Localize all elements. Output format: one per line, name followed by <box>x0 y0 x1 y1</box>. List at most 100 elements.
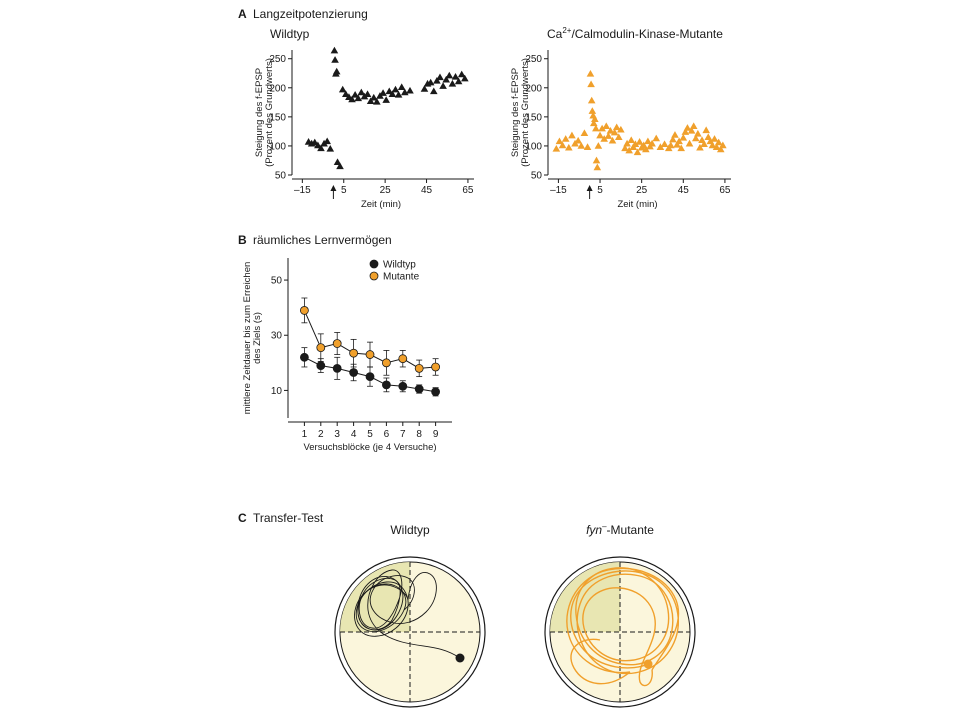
start-dot <box>643 659 653 669</box>
y-axis-label: Steigung des f-EPSP <box>510 68 521 157</box>
data-point <box>382 96 390 103</box>
panel-a-right-title-post: /Calmodulin-Kinase-Mutante <box>571 27 723 41</box>
data-point <box>568 131 576 139</box>
pool-left-title: Wildtyp <box>390 523 430 537</box>
data-point <box>577 142 586 149</box>
data-point <box>587 96 596 104</box>
data-point <box>401 88 409 96</box>
data-point <box>354 94 363 102</box>
data-point <box>648 139 656 147</box>
data-point <box>689 122 698 130</box>
data-point <box>598 124 606 132</box>
swim-path-segment <box>354 584 409 637</box>
data-point <box>448 79 457 87</box>
data-point <box>558 141 567 149</box>
data-point <box>433 77 441 84</box>
data-point <box>561 135 570 142</box>
swim-path-segment <box>582 587 656 687</box>
data-point <box>429 87 438 95</box>
y-tick-label: 250 <box>269 54 286 65</box>
swim-path-segment <box>369 575 415 623</box>
swim-path-segment <box>389 572 437 624</box>
data-point <box>633 148 642 156</box>
pool-mutante <box>544 556 696 708</box>
ltp-mutante-chart: 50 100 150 200 250 –15 5 25 45 65 Zeit (min) Steigu… <box>510 50 731 210</box>
swim-path-segment <box>570 570 679 675</box>
pool-outer-ring <box>544 556 696 708</box>
data-point <box>683 124 692 131</box>
data-point <box>357 88 366 96</box>
data-point <box>394 90 403 98</box>
data-point <box>336 162 344 170</box>
data-point <box>627 136 636 143</box>
section-a-title: Langzeitpotenzierung <box>253 7 368 21</box>
data-point <box>351 90 359 98</box>
x-tick-label: 1 <box>302 429 308 440</box>
section-c-title: Transfer-Test <box>253 511 324 525</box>
pool-right-title: fyn–-Mutante <box>586 522 654 537</box>
y-axis-label: Steigung des f-EPSP <box>254 68 265 157</box>
data-point <box>365 350 375 359</box>
data-point <box>451 72 460 80</box>
data-point <box>299 352 309 362</box>
y-tick-label: 150 <box>269 112 286 123</box>
data-point <box>716 145 725 153</box>
y-tick-label: 250 <box>525 54 542 65</box>
data-point <box>381 358 391 368</box>
data-point <box>652 134 661 142</box>
data-point <box>685 139 694 147</box>
section-a-letter: A <box>238 7 247 21</box>
y-tick-label: 100 <box>269 141 286 152</box>
data-point <box>565 143 573 151</box>
section-b-title: räumliches Lernvermögen <box>253 233 392 247</box>
data-point <box>442 75 450 83</box>
swim-path-mutante <box>566 567 680 687</box>
data-point <box>687 127 696 134</box>
x-tick-label: 65 <box>719 185 731 196</box>
data-point <box>365 372 375 382</box>
data-point <box>363 90 372 98</box>
data-point <box>431 362 441 372</box>
data-point <box>600 135 608 142</box>
pool-right-title-italic: fyn <box>586 523 602 537</box>
x-tick-label: 65 <box>462 185 474 196</box>
x-tick-label: 25 <box>380 185 392 196</box>
data-point <box>623 139 631 147</box>
data-point <box>580 129 589 136</box>
data-point <box>398 354 408 364</box>
data-point <box>366 97 375 105</box>
data-point <box>332 363 342 373</box>
pool-right-title-sup: – <box>602 522 607 531</box>
data-point <box>385 87 394 95</box>
y-axis-label: des Ziels (s) <box>252 312 263 364</box>
panel-a-left-title: Wildtyp <box>270 27 310 41</box>
swim-path-segment <box>357 575 404 631</box>
data-point <box>326 145 335 152</box>
data-point <box>316 361 326 370</box>
data-point <box>602 122 611 130</box>
data-point <box>592 156 601 164</box>
x-tick-label: 5 <box>597 185 603 196</box>
swim-path-segment <box>575 567 670 665</box>
data-point <box>710 135 719 142</box>
data-point <box>660 140 669 148</box>
data-point <box>679 133 688 141</box>
data-point <box>621 144 629 152</box>
y-tick-label: 200 <box>269 83 286 94</box>
x-tick-label: 3 <box>334 429 340 440</box>
x-axis-label: Zeit (min) <box>617 199 657 210</box>
data-point <box>388 90 397 98</box>
x-tick-label: 25 <box>636 185 648 196</box>
data-point <box>414 363 424 373</box>
data-point <box>594 142 603 149</box>
pool-outer-ring <box>334 556 486 708</box>
data-point <box>349 348 359 358</box>
data-point <box>719 141 727 149</box>
data-point <box>694 129 702 137</box>
lernvermoegen-chart: 10 30 50 1 2 3 4 5 6 7 8 9 Versuchsblöcke (je 4 Vers… <box>242 258 452 453</box>
x-tick-label: 5 <box>341 185 347 196</box>
data-point <box>642 145 650 153</box>
panel-a-right-title-sup: 2+ <box>562 26 571 35</box>
x-tick-label: 45 <box>678 185 690 196</box>
x-tick-label: 2 <box>318 429 324 440</box>
